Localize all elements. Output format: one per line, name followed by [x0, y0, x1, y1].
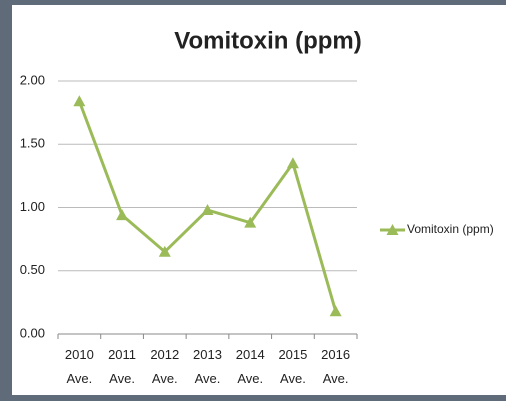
point-marker [116, 209, 129, 221]
x-tick-label: 2014 Ave. [236, 347, 265, 386]
point-marker [244, 216, 257, 228]
x-tick-label: 2013 Ave. [193, 347, 222, 386]
chart-area [12, 5, 506, 395]
y-tick-label: 0.50 [20, 262, 45, 277]
legend-label: Vomitoxin (ppm) [407, 222, 494, 236]
y-tick-label: 1.50 [20, 136, 45, 151]
x-tick-label: 2012 Ave. [150, 347, 179, 386]
point-marker [201, 204, 214, 216]
point-marker [158, 245, 171, 257]
legend-marker [386, 224, 399, 235]
y-tick-label: 0.00 [20, 325, 45, 340]
point-marker [329, 305, 342, 317]
x-tick-label: 2011 Ave. [108, 347, 136, 386]
chart-title: Vomitoxin (ppm) [174, 27, 362, 54]
x-tick-label: 2010 Ave. [65, 347, 94, 386]
y-tick-label: 2.00 [20, 72, 45, 87]
y-tick-label: 1.00 [20, 199, 45, 214]
point-marker [286, 157, 299, 169]
x-tick-label: 2015 Ave. [278, 347, 307, 386]
point-marker [73, 95, 86, 107]
x-tick-label: 2016 Ave. [321, 347, 350, 386]
